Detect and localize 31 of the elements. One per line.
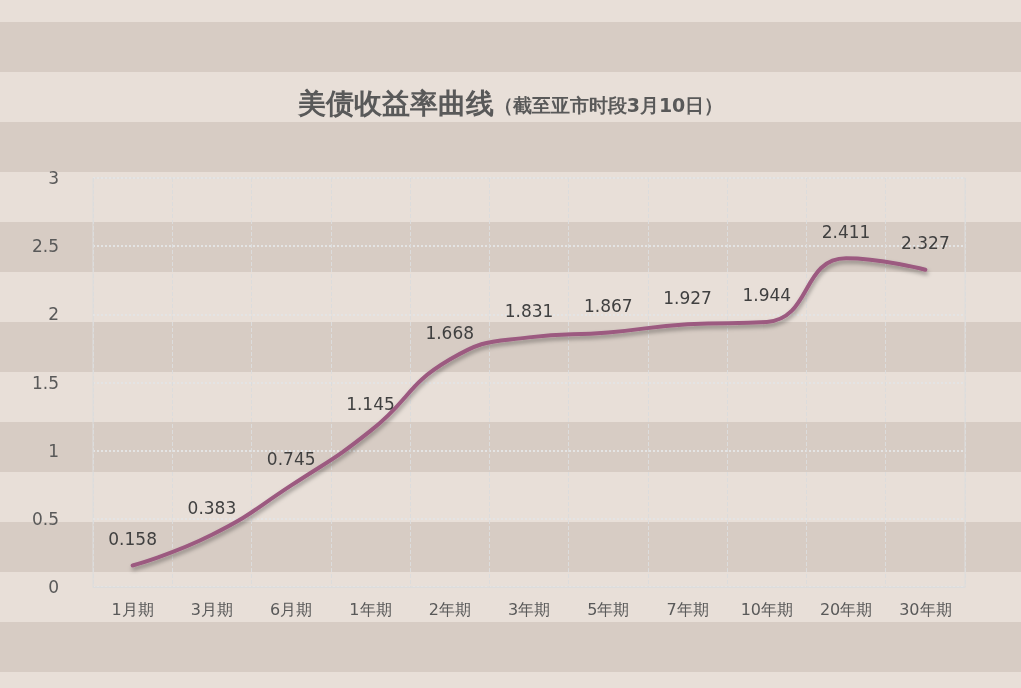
data-label: 2.327: [901, 233, 950, 254]
x-tick-label: 3月期: [190, 599, 233, 619]
data-label: 0.745: [266, 448, 316, 469]
data-label: 0.383: [187, 498, 237, 519]
data-label: 1.867: [583, 295, 633, 316]
x-tick-label: 7年期: [666, 599, 709, 619]
x-tick-label: 2年期: [428, 599, 471, 619]
chart-subtitle: （截至亚市时段3月10日）: [493, 94, 724, 116]
y-tick-label: 2: [48, 304, 59, 325]
y-tick-label: 0: [48, 577, 59, 597]
x-tick-label: 1月期: [111, 599, 154, 619]
x-tick-label: 1年期: [349, 599, 392, 619]
y-tick-label: 1.5: [31, 372, 59, 393]
x-tick-label: 3年期: [507, 599, 551, 619]
x-tick-label: 20年期: [819, 599, 873, 619]
data-label: 1.927: [663, 287, 712, 308]
chart-title: 美债收益率曲线: [296, 86, 494, 120]
data-label: 0.158: [108, 528, 157, 549]
data-label: 2.411: [821, 221, 871, 242]
x-tick-label: 30年期: [899, 599, 952, 619]
y-tick-label: 2.5: [31, 236, 59, 257]
x-tick-label: 10年期: [740, 599, 793, 619]
y-tick-label: 0.5: [31, 508, 59, 529]
y-tick-label: 3: [48, 168, 59, 188]
data-label: 1.668: [425, 323, 475, 344]
data-label: 1.145: [346, 394, 395, 415]
x-tick-label: 5年期: [587, 599, 630, 619]
x-tick-label: 6月期: [270, 599, 313, 619]
y-tick-label: 1: [48, 440, 59, 461]
data-label: 1.831: [504, 300, 554, 321]
data-label: 1.944: [742, 285, 792, 306]
